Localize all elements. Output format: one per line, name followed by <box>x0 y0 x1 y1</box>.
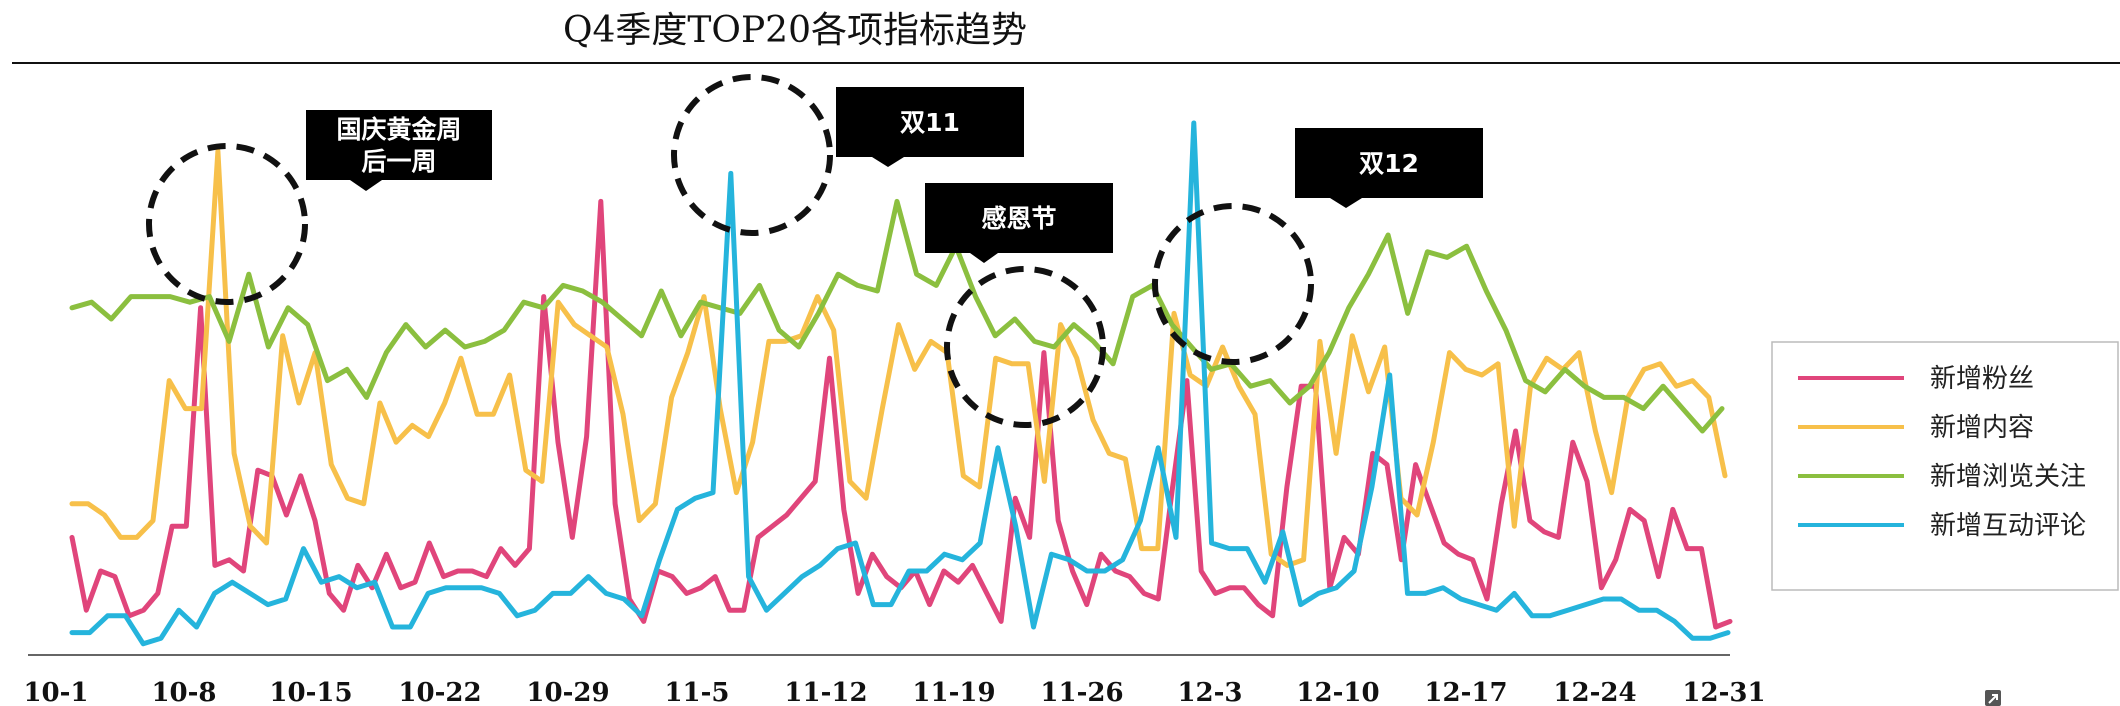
x-tick-label: 12-3 <box>1177 678 1242 706</box>
callout-label: 双12 <box>1359 149 1419 178</box>
legend-label: 新增浏览关注 <box>1930 462 2086 492</box>
x-tick-label: 12-31 <box>1682 678 1765 706</box>
legend-label: 新增内容 <box>1930 413 2034 443</box>
series-line-1 <box>69 198 1733 630</box>
series-line-2 <box>69 148 1728 568</box>
series-line-3 <box>69 198 1725 434</box>
highlight-circles <box>146 74 1314 428</box>
callout-label: 后一周 <box>361 147 436 176</box>
callout-2: 双11 <box>836 87 1024 167</box>
legend-label: 新增粉丝 <box>1930 364 2034 394</box>
x-tick-label: 10-22 <box>398 678 481 706</box>
callout-label: 感恩节 <box>981 204 1056 233</box>
x-tick-label: 10-29 <box>526 678 609 706</box>
x-tick-label: 12-10 <box>1296 678 1379 706</box>
highlight-circle-1 <box>146 143 308 305</box>
x-tick-label: 11-19 <box>912 678 995 706</box>
highlight-circle-4 <box>1152 203 1314 365</box>
legend-item: 新增互动评论 <box>1798 511 2086 541</box>
x-tick-label: 11-5 <box>664 678 729 706</box>
x-tick-label: 12-17 <box>1424 678 1507 706</box>
highlight-circle-3 <box>944 266 1106 428</box>
x-tick-label: 10-15 <box>269 678 352 706</box>
x-tick-label: 10-1 <box>23 678 88 706</box>
callout-4: 双12 <box>1295 128 1483 208</box>
legend-item: 新增粉丝 <box>1798 364 2034 394</box>
series-group <box>69 120 1733 647</box>
legend-label: 新增互动评论 <box>1930 511 2086 541</box>
x-tick-label: 11-26 <box>1040 678 1123 706</box>
series-line-4 <box>69 120 1731 647</box>
x-tick-label: 10-8 <box>151 678 216 706</box>
callout-3: 感恩节 <box>925 183 1113 263</box>
legend-box <box>1771 341 2119 591</box>
callout-label: 双11 <box>900 108 960 137</box>
x-axis-tick-labels: 10-1 10-8 10-15 10-22 10-29 11-5 11-12 11-19 11-… <box>23 678 1765 706</box>
legend-item: 新增内容 <box>1798 413 2034 443</box>
chart-title: Q4季度TOP20各项指标趋势 <box>563 10 1027 51</box>
corner-icon <box>1985 690 2001 706</box>
legend-item: 新增浏览关注 <box>1798 462 2086 492</box>
callout-label: 国庆黄金周 <box>336 115 461 144</box>
x-tick-label: 11-12 <box>784 678 867 706</box>
highlight-circle-2 <box>671 74 833 236</box>
x-tick-label: 12-24 <box>1553 678 1636 706</box>
